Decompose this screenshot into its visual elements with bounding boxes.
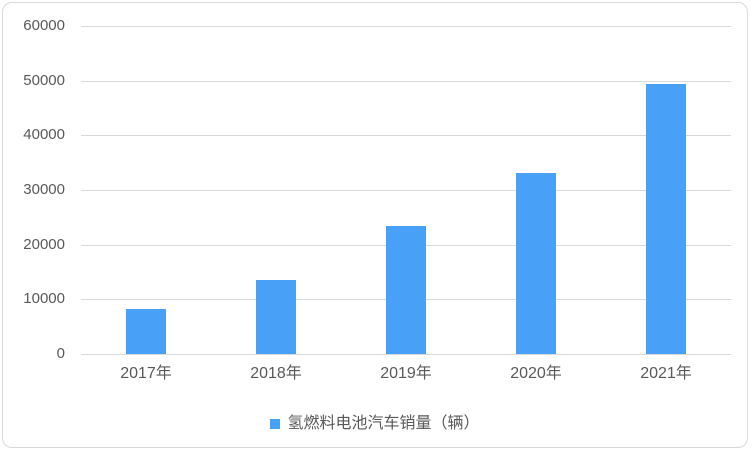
y-axis-tick-label: 60000 <box>23 17 65 34</box>
legend-swatch-icon <box>270 419 281 429</box>
x-axis-tick-label: 2018年 <box>250 365 302 382</box>
y-axis-tick-label: 0 <box>56 345 65 362</box>
gridline <box>81 190 731 191</box>
y-axis-tick-label: 30000 <box>23 181 65 198</box>
bar-cell <box>81 26 211 354</box>
plot-area <box>81 26 731 355</box>
x-axis-tick-label: 2020年 <box>510 365 562 382</box>
x-axis: 2017年 2018年 2019年 2020年 2021年 <box>81 364 731 384</box>
y-axis-tick-label: 10000 <box>23 290 65 308</box>
legend-series-label: 氢燃料电池汽车销量（辆） <box>287 415 480 432</box>
gridline <box>81 80 731 82</box>
y-axis-tick-label: 40000 <box>23 126 65 144</box>
bar <box>516 173 556 354</box>
y-axis-tick-label: 50000 <box>23 71 65 89</box>
x-axis-tick-label: 2019年 <box>380 365 432 382</box>
gridline <box>81 354 731 355</box>
bar <box>126 309 166 354</box>
bar-cell <box>341 26 471 354</box>
x-axis-tick-label: 2021年 <box>640 365 692 382</box>
gridline <box>81 26 731 27</box>
bar <box>256 280 296 354</box>
chart-card: 0 10000 20000 30000 40000 50000 60000 2017年 201… <box>2 2 748 448</box>
gridline <box>81 135 731 137</box>
bar-cell <box>471 26 601 354</box>
y-axis-tick-label: 20000 <box>23 235 65 253</box>
legend: 氢燃料电池汽车销量（辆） <box>3 415 747 433</box>
bar-cell <box>601 26 731 354</box>
bar <box>646 84 686 354</box>
y-axis: 0 10000 20000 30000 40000 50000 60000 <box>3 17 65 362</box>
x-axis-tick-label: 2017年 <box>120 365 172 382</box>
bar-cell <box>211 26 341 354</box>
bars-layer <box>81 26 731 354</box>
bar <box>386 226 426 354</box>
